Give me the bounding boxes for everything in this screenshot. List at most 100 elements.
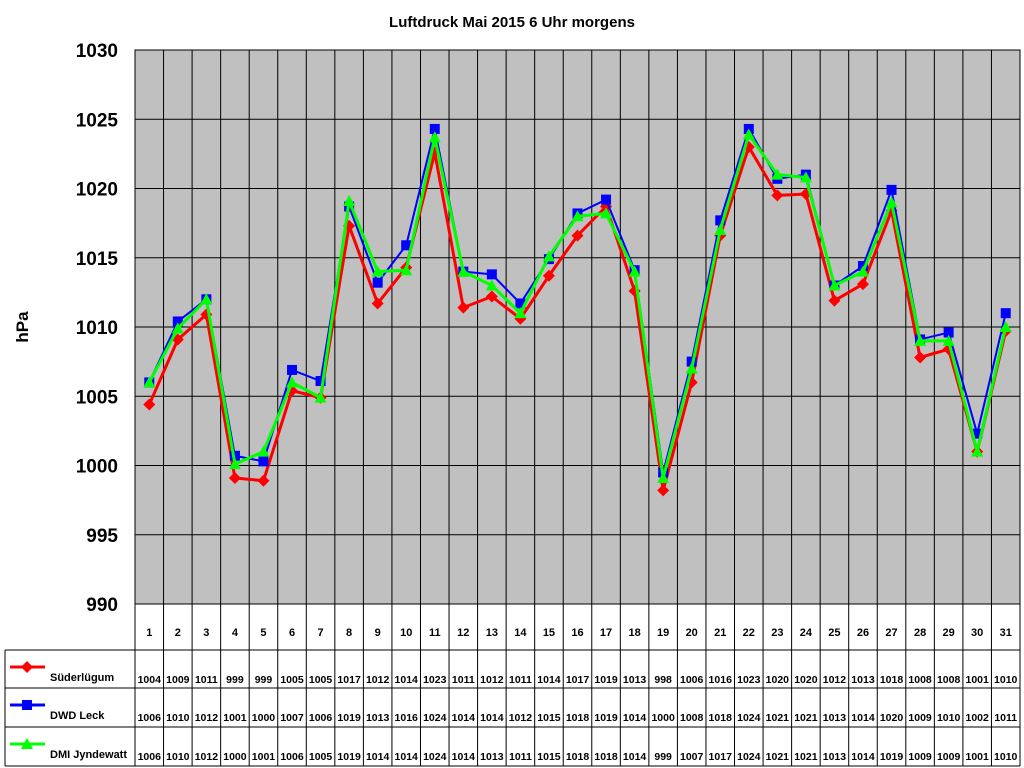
- x-tick-label: 1: [146, 627, 152, 639]
- table-cell: 1018: [594, 751, 618, 763]
- x-tick-label: 2: [175, 627, 181, 639]
- table-cell: 1014: [851, 751, 875, 763]
- data-point-diamond: [485, 290, 498, 303]
- table-cell: 1018: [880, 674, 904, 686]
- table-cell: 1006: [309, 712, 333, 724]
- table-cell: 1011: [509, 751, 532, 763]
- legend-label: DWD Leck: [50, 710, 105, 722]
- y-tick-label: 1005: [76, 387, 119, 408]
- x-tick-label: 4: [232, 627, 239, 639]
- table-cell: 1007: [680, 751, 704, 763]
- data-point-square: [287, 364, 298, 375]
- x-tick-label: 24: [800, 627, 813, 639]
- table-cell: 1017: [337, 674, 361, 686]
- data-point-triangle: [771, 168, 784, 180]
- table-cell: 1009: [166, 674, 190, 686]
- x-tick-label: 12: [457, 627, 469, 639]
- y-tick-label: 1000: [76, 457, 118, 478]
- data-point-square: [315, 376, 326, 387]
- data-point-diamond: [571, 229, 584, 242]
- y-tick-label: 1015: [76, 249, 119, 270]
- x-tick-label: 11: [429, 627, 441, 639]
- data-point-diamond: [257, 474, 270, 487]
- table-cell: 1019: [594, 674, 618, 686]
- table-cell: 1006: [280, 751, 304, 763]
- x-tick-label: 15: [543, 627, 555, 639]
- table-cell: 1012: [480, 674, 504, 686]
- data-point-diamond: [228, 471, 241, 484]
- x-tick-label: 13: [486, 627, 498, 639]
- table-cell: 1008: [937, 674, 961, 686]
- table-cell: 1012: [823, 674, 847, 686]
- table-cell: 1011: [452, 674, 475, 686]
- table-cell: 999: [255, 674, 273, 686]
- data-point-triangle: [799, 171, 812, 183]
- table-cell: 1010: [994, 751, 1018, 763]
- x-tick-label: 30: [971, 627, 983, 639]
- table-cell: 1019: [880, 751, 904, 763]
- table-cell: 1016: [395, 712, 419, 724]
- data-point-triangle: [485, 279, 498, 291]
- data-point-triangle: [257, 445, 270, 457]
- data-point-triangle: [657, 471, 670, 483]
- series-dmi-jyndewatt: DMI Jyndewatt 1006 1010 1012 1000 1001 1006 100…: [10, 128, 1018, 763]
- data-point-square: [715, 215, 726, 226]
- data-point-triangle: [914, 334, 927, 346]
- table-cell: 1001: [252, 751, 276, 763]
- x-tick-label: 8: [346, 627, 352, 639]
- x-tick-label: 19: [657, 627, 669, 639]
- table-cell: 1004: [138, 674, 162, 686]
- data-point-square: [172, 316, 183, 327]
- data-point-triangle: [514, 307, 527, 319]
- data-point-triangle: [228, 458, 241, 470]
- table-cell: 1014: [395, 674, 419, 686]
- table-cell: 1017: [566, 674, 590, 686]
- data-point-square: [943, 327, 954, 338]
- table-cell: 1014: [452, 751, 476, 763]
- data-point-square: [258, 456, 269, 467]
- table-cell: 1024: [737, 712, 761, 724]
- table-cell: 1013: [851, 674, 875, 686]
- x-tick-label: 7: [318, 627, 324, 639]
- legend-label: Süderlügum: [50, 672, 114, 684]
- x-tick-label: 22: [743, 627, 755, 639]
- table-cell: 1008: [908, 674, 932, 686]
- table-cell: 1012: [366, 674, 390, 686]
- table-cell: 999: [226, 674, 244, 686]
- data-point-triangle: [714, 224, 727, 236]
- table-cell: 1014: [480, 712, 504, 724]
- data-point-triangle: [314, 391, 327, 403]
- data-point-diamond: [856, 278, 869, 291]
- x-tick-label: 21: [714, 627, 726, 639]
- x-tick-label: 26: [857, 627, 869, 639]
- data-point-triangle: [971, 445, 984, 457]
- table-cell: 1018: [566, 751, 590, 763]
- data-point-square: [515, 298, 526, 309]
- data-point-triangle: [828, 279, 841, 291]
- table-cell: 1001: [965, 674, 989, 686]
- data-point-triangle: [21, 738, 33, 749]
- table-cell: 1021: [794, 712, 818, 724]
- table-cell: 1009: [908, 712, 932, 724]
- data-point-triangle: [600, 207, 613, 219]
- data-point-square: [486, 269, 497, 280]
- table-cell: 1019: [337, 712, 361, 724]
- table-cell: 1005: [309, 674, 333, 686]
- x-tick-label: 20: [686, 627, 698, 639]
- data-point-triangle: [143, 376, 156, 388]
- data-point-triangle: [628, 265, 641, 277]
- table-cell: 1014: [851, 712, 875, 724]
- x-tick-label: 23: [771, 627, 783, 639]
- table-cell: 1020: [794, 674, 818, 686]
- table-cell: 1013: [823, 712, 847, 724]
- table-cell: 1000: [223, 751, 247, 763]
- table-cell: 1021: [766, 751, 790, 763]
- y-tick-label: 1020: [76, 180, 118, 201]
- table-cell: 1013: [480, 751, 504, 763]
- x-tick-label: 29: [943, 627, 955, 639]
- table-cell: 1005: [280, 674, 304, 686]
- table-cell: 1013: [623, 674, 647, 686]
- y-tick-label: 1025: [76, 110, 119, 131]
